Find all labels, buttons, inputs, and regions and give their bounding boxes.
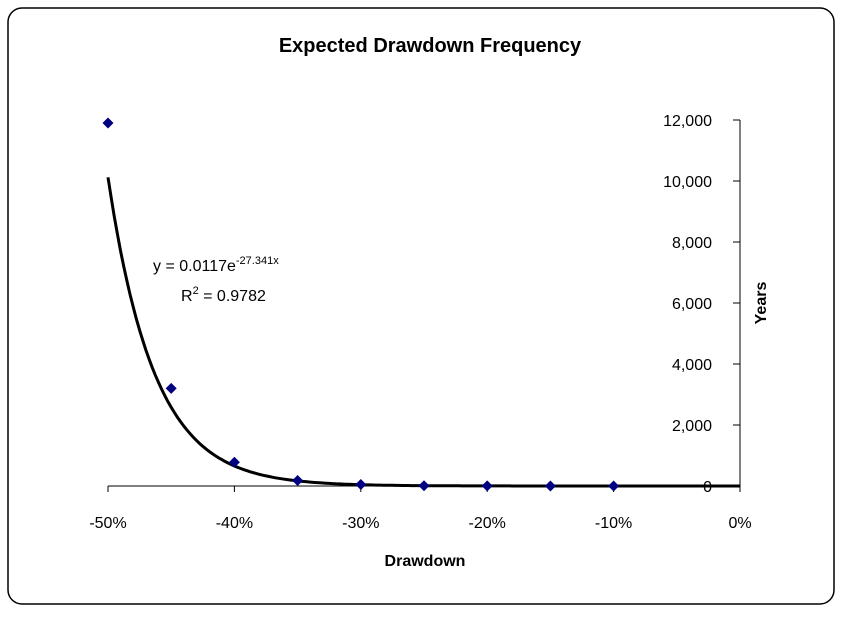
r2-value: 0.9782 [217, 288, 266, 305]
equation-var: x [273, 255, 279, 267]
data-point [544, 480, 556, 492]
data-point [102, 117, 114, 129]
x-tick-label: -50% [89, 515, 126, 532]
r2-eq: = [199, 288, 217, 305]
r2-power: 2 [193, 285, 199, 297]
x-tick-label: -10% [595, 515, 632, 532]
r2-symbol: R [181, 288, 193, 305]
y-tick-label: 12,000 [663, 113, 712, 130]
data-point [481, 480, 493, 492]
chart-title: Expected Drawdown Frequency [279, 35, 582, 57]
equation-base: e [227, 258, 236, 275]
trend-equation: y = 0.0117e-27.341x [153, 255, 279, 275]
data-point [165, 382, 177, 394]
x-axis-label: Drawdown [385, 553, 466, 570]
x-tick-label: -20% [469, 515, 506, 532]
data-point [608, 480, 620, 492]
equation-b: -27.341 [236, 255, 273, 267]
data-point [418, 480, 430, 492]
trend-r2: R2 = 0.9782 [181, 285, 266, 305]
x-tick-label: 0% [728, 515, 751, 532]
y-axis-label: Years [753, 282, 770, 325]
y-tick-label: 8,000 [672, 235, 712, 252]
y-tick-label: 10,000 [663, 174, 712, 191]
y-tick-label: 2,000 [672, 418, 712, 435]
equation-lhs: y = [153, 258, 179, 275]
data-point [228, 456, 240, 468]
y-tick-label: 6,000 [672, 296, 712, 313]
data-point [355, 478, 367, 490]
x-tick-label: -30% [342, 515, 379, 532]
equation-a: 0.0117 [179, 258, 227, 275]
data-point [292, 475, 304, 487]
x-tick-label: -40% [216, 515, 253, 532]
y-tick-label: 4,000 [672, 357, 712, 374]
